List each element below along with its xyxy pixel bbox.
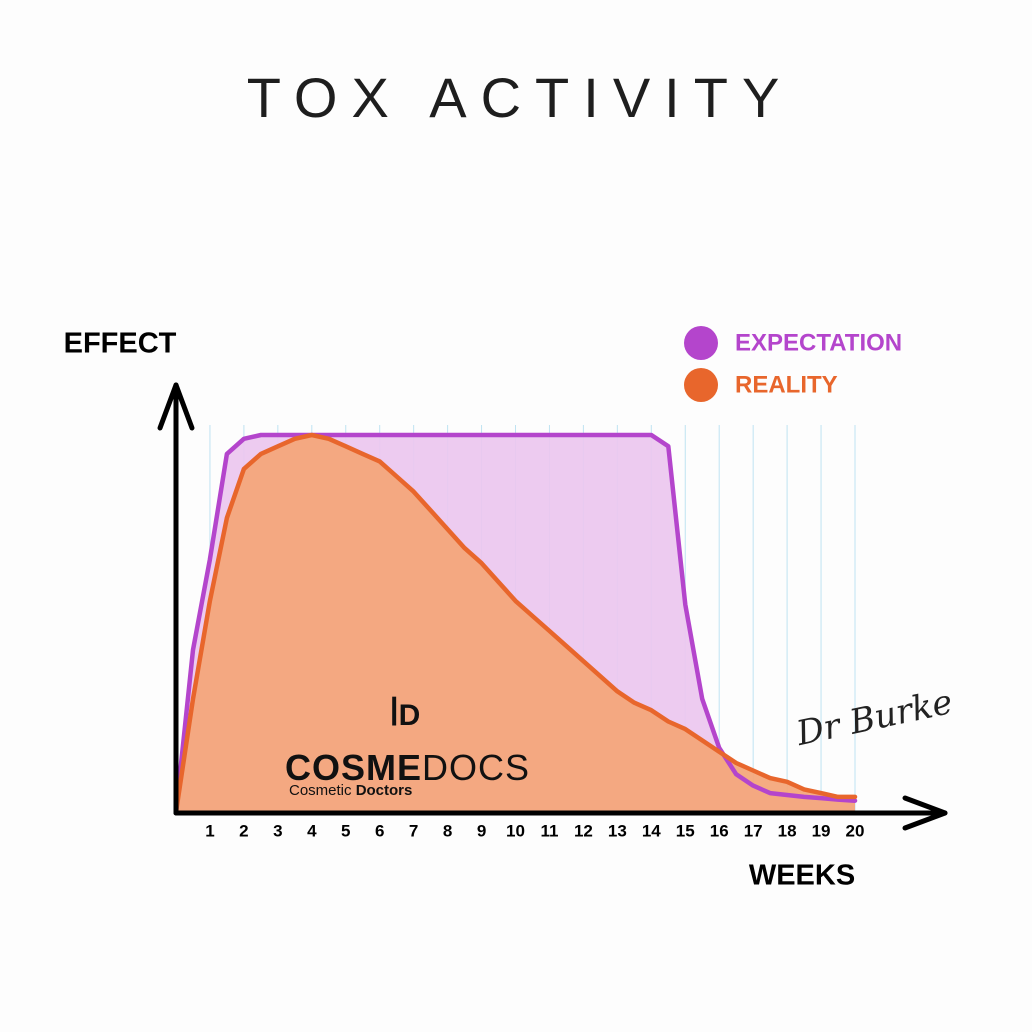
- x-tick-label: 12: [574, 821, 593, 840]
- logo-text: COSMEDOCS: [285, 747, 530, 788]
- x-tick-label: 15: [676, 821, 695, 840]
- tagline-light: Cosmetic: [289, 782, 352, 799]
- x-tick-label: 14: [642, 821, 661, 840]
- x-tick-label: 3: [273, 821, 282, 840]
- x-tick-label: 4: [307, 821, 317, 840]
- x-tick-label: 10: [506, 821, 525, 840]
- legend-label: REALITY: [735, 371, 838, 398]
- chart-title: TOX ACTIVITY: [247, 66, 794, 129]
- legend-swatch: [684, 368, 718, 402]
- logo-mark: ꟾD: [390, 696, 421, 732]
- legend-label: EXPECTATION: [735, 329, 902, 356]
- x-tick-label: 16: [710, 821, 729, 840]
- area: [176, 435, 855, 812]
- x-tick-label: 13: [608, 821, 627, 840]
- legend: EXPECTATION REALITY: [684, 326, 902, 402]
- x-tick-label: 5: [341, 821, 350, 840]
- x-tick-label: 2: [239, 821, 248, 840]
- x-tick-label: 1: [205, 821, 214, 840]
- x-tick-label: 19: [812, 821, 831, 840]
- axes: [157, 382, 948, 831]
- x-tick-label: 8: [443, 821, 452, 840]
- x-tick-label: 18: [778, 821, 797, 840]
- logo: ꟾD COSMEDOCS Cosmetic Doctors: [285, 696, 530, 799]
- logo-light: DOCS: [422, 747, 530, 788]
- x-axis-arrow: [902, 795, 948, 831]
- x-axis-label: WEEKS: [749, 860, 855, 892]
- line: [173, 432, 858, 815]
- tagline-bold: Doctors: [356, 782, 413, 799]
- logo-tagline: Cosmetic Doctors: [289, 782, 412, 799]
- legend-swatch: [684, 326, 718, 360]
- logo-bold: COSME: [285, 747, 422, 788]
- x-tick-label: 17: [744, 821, 763, 840]
- areas: [176, 435, 855, 812]
- y-axis-label: EFFECT: [64, 328, 177, 360]
- x-tick-label: 11: [540, 821, 558, 840]
- y-axis-arrow: [157, 382, 195, 431]
- x-tick-label: 20: [846, 821, 865, 840]
- x-tick-label: 6: [375, 821, 384, 840]
- x-ticks: 1 2 3 4 5 6 7 8 9 10 11 12 13 14 15 16 17 18 19 20: [205, 821, 864, 840]
- line: [173, 432, 858, 815]
- x-tick-label: 7: [409, 821, 418, 840]
- lines: [173, 432, 858, 815]
- x-tick-label: 9: [477, 821, 486, 840]
